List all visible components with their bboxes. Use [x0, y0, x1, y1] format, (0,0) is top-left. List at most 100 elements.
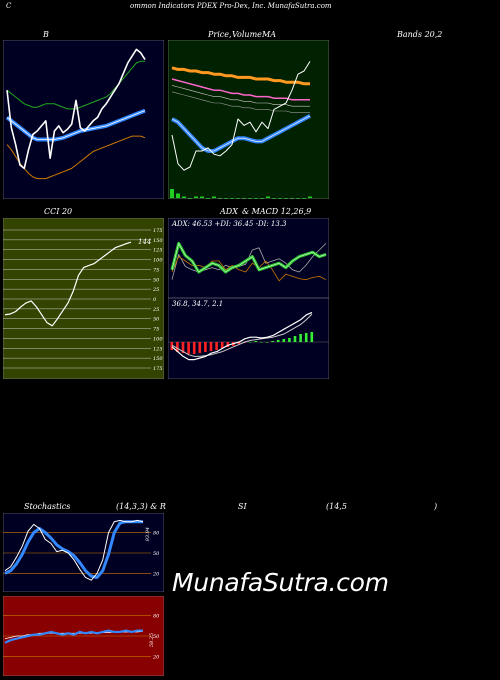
- volume-bar: [182, 196, 186, 198]
- macd-readout: 36.8, 34.7, 2.1: [172, 300, 224, 308]
- volume-title: Volume: [232, 30, 262, 39]
- plus-di-center: [171, 243, 327, 273]
- macd-histogram-bar: [204, 342, 207, 352]
- stoch-tick-label: 20: [152, 571, 160, 577]
- stochastics-params: (14,3,3) & R: [116, 502, 166, 511]
- ma-grey-line-1: [171, 85, 310, 107]
- adx-title: ADX: [220, 207, 238, 216]
- macd-histogram-bar: [226, 342, 230, 347]
- volume-bar: [290, 198, 294, 199]
- stoch-d-line: [4, 520, 143, 579]
- cci-tick-label: 75: [153, 267, 159, 273]
- volume-bar: [194, 196, 198, 198]
- stochastics-title: Stochastics: [24, 502, 71, 511]
- volume-bar: [302, 198, 306, 199]
- ma-pink-line: [171, 78, 310, 101]
- macd-signal-line: [171, 313, 313, 357]
- bb-lower-line: [6, 135, 146, 180]
- macd-histogram-bar: [265, 342, 269, 343]
- cci-tick-label: 100: [153, 336, 163, 342]
- volume-bar: [218, 198, 222, 199]
- page-subtitle: ommon Indicators PDEX Pro-Dex, Inc. Muna…: [130, 2, 332, 10]
- cci-tick-label: 100: [153, 258, 163, 264]
- volume-bar: [278, 198, 282, 199]
- cci-tick-label: 125: [153, 346, 163, 352]
- rsi-tick-label: 20: [152, 654, 160, 660]
- macd-panel-bg: [168, 298, 329, 379]
- bb-middle-line: [6, 110, 146, 140]
- ma-grey-line-2: [171, 91, 310, 113]
- cci-tick-label: 150: [153, 356, 163, 362]
- volume-bar: [188, 198, 192, 199]
- cci-line: [4, 241, 132, 327]
- volume-bar: [230, 198, 234, 199]
- macd-histogram-bar: [282, 339, 286, 342]
- macd-histogram-bar: [181, 342, 185, 353]
- bb-close-line: [6, 48, 146, 170]
- stoch-last-label: 93.94: [145, 527, 151, 541]
- volume-bar: [272, 198, 276, 199]
- volume-bar: [224, 198, 228, 199]
- cci-tick-label: 50: [153, 277, 160, 283]
- bands-title: Bands 20,2: [397, 30, 443, 39]
- rsi-line: [4, 629, 143, 644]
- adx-readout: ADX: 46.53 +DI: 36.45 -DI: 13.3: [172, 220, 287, 228]
- volume-bar: [296, 198, 300, 199]
- ma-title: MA: [262, 30, 276, 39]
- volume-bar: [236, 198, 240, 199]
- bb-upper-line: [6, 60, 145, 110]
- ma-blue-center: [171, 115, 311, 152]
- macd-histogram-bar: [276, 340, 280, 342]
- macd-histogram-bar: [198, 342, 202, 353]
- cci-tick-label: 125: [153, 248, 163, 254]
- stochastics-chart: 80 50 20 93.94: [3, 513, 164, 592]
- cci-tick-label: 50: [153, 317, 160, 323]
- cci-tick-label: 25: [152, 287, 159, 293]
- price-line: [171, 61, 311, 171]
- macd-histogram-bar: [248, 342, 252, 343]
- cci-title: CCI 20: [44, 207, 73, 216]
- macd-histogram-bar: [215, 342, 218, 350]
- cci-tick-label: 0: [153, 297, 157, 303]
- macd-histogram-bar: [220, 342, 224, 348]
- cci-panel-bg: [3, 218, 164, 379]
- bollinger-chart: [3, 40, 164, 199]
- cci-tick-label: 150: [153, 238, 163, 244]
- rsi-params-close: ): [434, 502, 438, 511]
- macd-histogram-bar: [310, 332, 314, 342]
- macd-histogram-bar: [237, 342, 241, 344]
- rsi-params: (14,5: [326, 502, 347, 511]
- cci-tick-label: 175: [153, 366, 163, 372]
- macd-chart: [168, 298, 329, 379]
- macd-histogram-bar: [192, 342, 196, 354]
- macd-histogram-bar: [176, 342, 179, 352]
- macd-histogram-bar: [187, 342, 190, 354]
- rsi-last-label: 58.35: [149, 633, 155, 647]
- volume-bar: [266, 196, 270, 198]
- macd-histogram-bar: [288, 338, 291, 342]
- ma-orange-line: [171, 66, 310, 86]
- volume-bar: [170, 189, 174, 198]
- cci-tick-label: 175: [153, 228, 163, 234]
- macd-histogram-bar: [293, 336, 297, 342]
- macd-line: [171, 311, 313, 361]
- watermark-brand: MunafaSutra.com: [172, 568, 389, 597]
- rsi-title: SI: [238, 502, 247, 511]
- volume-bar: [200, 196, 204, 198]
- volume-bar: [260, 198, 264, 199]
- cci-tick-label: 75: [153, 327, 159, 333]
- rsi-chart: 80 50 20 58.35: [3, 596, 164, 676]
- adx-chart: [168, 218, 329, 298]
- macd-histogram-bar: [260, 342, 263, 343]
- cci-tick-label: 25: [152, 307, 159, 313]
- macd-histogram-bar: [304, 333, 308, 342]
- rsi-tick-label: 50: [153, 634, 160, 640]
- volume-bar: [212, 196, 216, 198]
- volume-bar: [206, 198, 210, 199]
- price-ma-chart: [168, 40, 329, 199]
- minus-di-line: [171, 256, 327, 282]
- cci-last-label: 144: [138, 238, 151, 246]
- bollinger-title: B: [43, 30, 49, 39]
- header-c-letter: C: [6, 2, 12, 10]
